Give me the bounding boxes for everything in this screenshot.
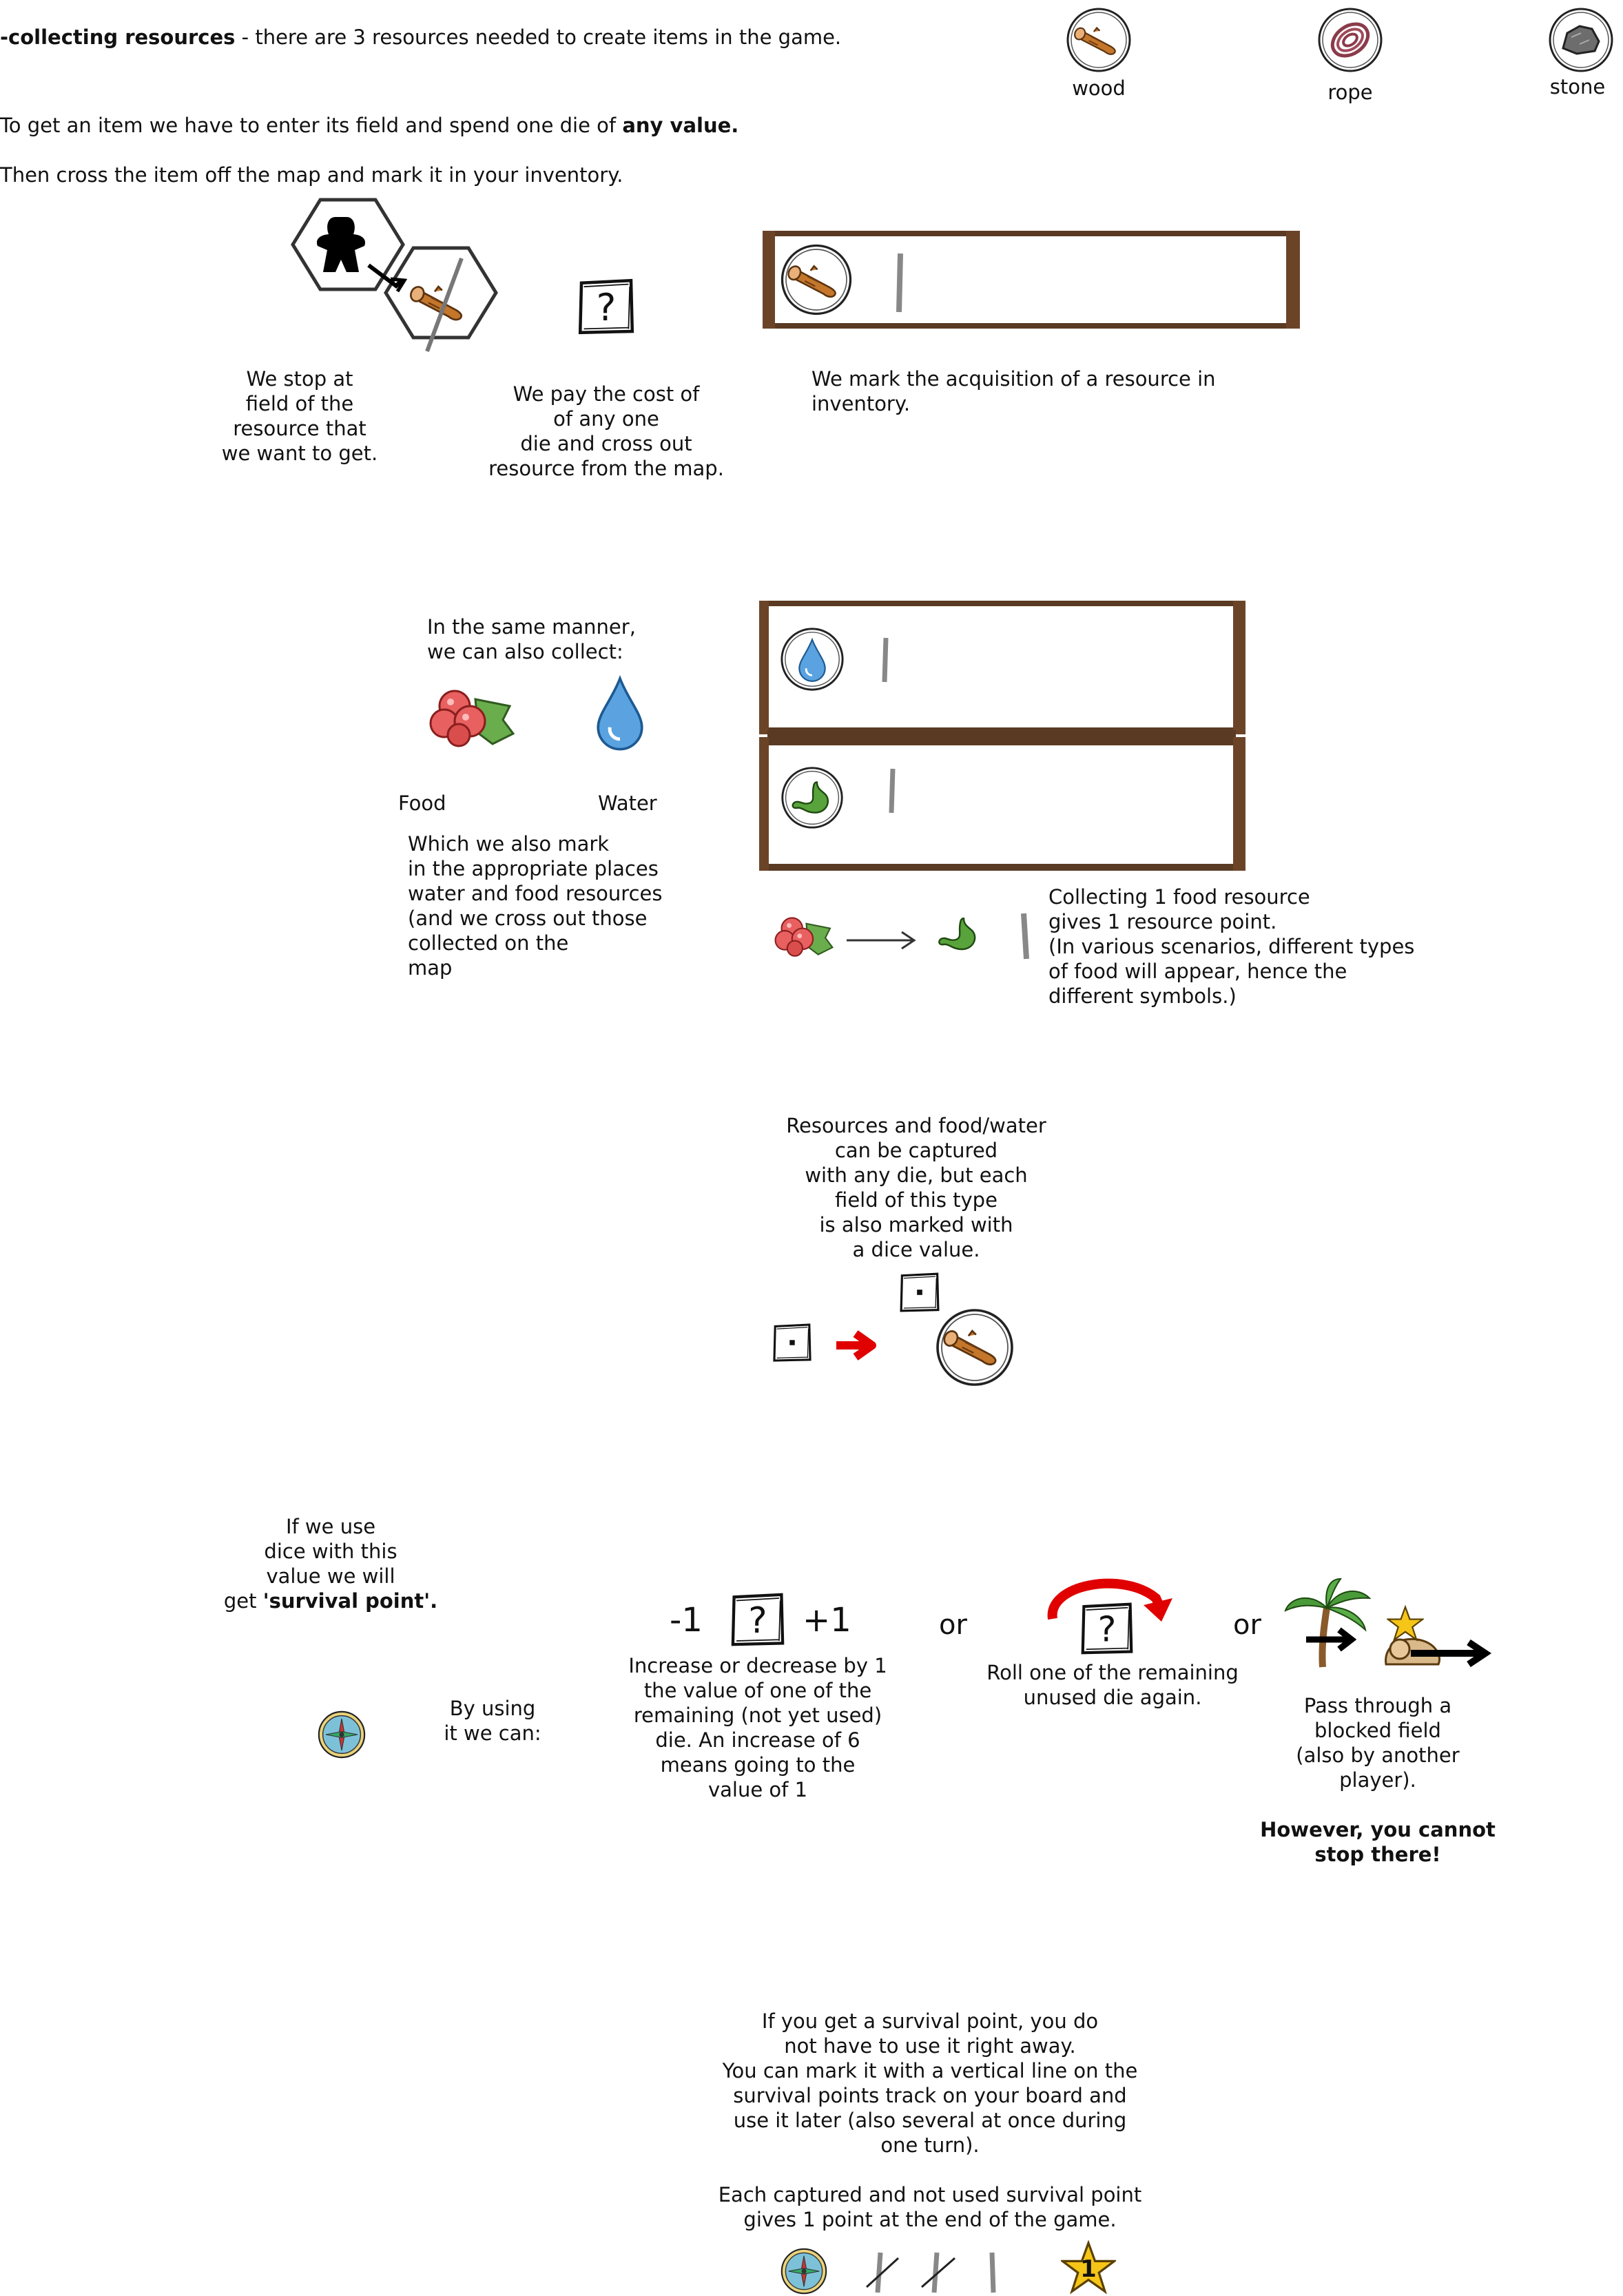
stomach-icon	[935, 915, 983, 955]
intro-line-1: -collecting resources - there are 3 reso…	[0, 25, 1033, 50]
option-pass-warning: However, you cannot stop there!	[1260, 1818, 1496, 1866]
meeple-icon	[316, 217, 366, 272]
option-pass-text: Pass through a blocked field (also by an…	[1233, 1668, 1522, 1892]
resource-label-wood: wood	[1072, 76, 1126, 100]
pass-arrow	[1411, 1639, 1492, 1668]
convert-arrow	[847, 931, 916, 950]
survival-track-marks	[865, 2252, 996, 2293]
die-any-value-icon	[723, 1590, 792, 1649]
die-one-icon	[768, 1321, 816, 1364]
pass-arrow	[1306, 1627, 1357, 1652]
tally-mark	[896, 253, 903, 313]
resource-wood: wood	[1061, 6, 1137, 109]
option-pass-body: Pass through a blocked field (also by an…	[1296, 1694, 1460, 1792]
water-drop-icon	[589, 675, 651, 751]
step-pay-text: We pay the cost of of any one die and cr…	[488, 382, 724, 480]
intro-line-2-bold: any value.	[622, 114, 739, 137]
food-berries-icon	[427, 679, 517, 754]
dice-value-text: Resources and food/water can be captured…	[786, 1114, 1046, 1261]
tally-mark	[882, 637, 889, 683]
food-berries-icon	[773, 909, 835, 962]
food-water-intro: In the same manner, we can also collect:	[427, 615, 636, 663]
minus-one-label: -1	[670, 1601, 703, 1640]
food-label: Food	[398, 792, 446, 815]
star-value: 1	[1080, 2255, 1097, 2283]
or-label: or	[1233, 1609, 1261, 1641]
survival-intro: If we use dice with this value we will g…	[207, 1514, 455, 1613]
water-badge-icon	[782, 629, 842, 690]
red-arrow-icon	[836, 1330, 876, 1361]
food-water-mark-text: Which we also mark in the appropriate pl…	[408, 832, 663, 980]
step-mark-text: We mark the acquisition of a resource in…	[812, 367, 1216, 415]
survival-footer-text: If you get a survival point, you do not …	[718, 2009, 1142, 2231]
resource-label-stone: stone	[1549, 75, 1606, 99]
hex-fields-diagram	[291, 198, 498, 353]
intro-text: -collecting resources - there are 3 reso…	[0, 0, 1033, 212]
pass-blocked-field-diagram	[1284, 1578, 1492, 1668]
move-arrow	[367, 263, 404, 289]
star-point-badge: 1	[1055, 2240, 1124, 2295]
rope-coil-icon	[1316, 6, 1385, 74]
intro-line-2: To get an item we have to enter its fiel…	[0, 113, 1033, 138]
water-label: Water	[598, 792, 657, 815]
resource-label-rope: rope	[1327, 81, 1373, 104]
wood-log-icon	[1064, 6, 1133, 74]
resource-stone: stone	[1547, 6, 1622, 109]
tally-mark	[1021, 913, 1029, 960]
palm-tree-icon	[1284, 1578, 1372, 1668]
hex-field-resource	[384, 246, 498, 340]
section-title-rest: - there are 3 resources needed to create…	[235, 25, 842, 49]
intro-line-3: Then cross the item off the map and mark…	[0, 163, 623, 187]
step-stop-text: We stop at field of the resource that we…	[221, 367, 378, 465]
wood-badge-icon	[783, 246, 851, 314]
plus-one-label: +1	[803, 1601, 851, 1640]
survival-point-term: 'survival point'.	[262, 1589, 438, 1613]
intro-line-2-text: To get an item we have to enter its fiel…	[0, 114, 623, 137]
stomach-badge-icon	[783, 768, 842, 827]
food-point-note: Collecting 1 food resource gives 1 resou…	[1048, 885, 1415, 1008]
or-label: or	[939, 1609, 967, 1641]
by-using-text: By using it we can:	[444, 1697, 541, 1745]
die-any-value-icon	[572, 276, 641, 338]
option-reroll-text: Roll one of the remaining unused die aga…	[986, 1661, 1239, 1709]
compass-icon	[309, 1710, 375, 1759]
survival-intro-text: If we use dice with this value we will g…	[223, 1515, 397, 1613]
stone-icon	[1547, 6, 1615, 74]
resource-rope: rope	[1316, 6, 1392, 109]
reroll-die-icon	[1047, 1578, 1172, 1667]
section-title: -collecting resources	[0, 25, 236, 49]
inventory-tracks-food-water	[759, 601, 1245, 871]
compass-icon	[773, 2247, 835, 2295]
tally-mark	[889, 768, 896, 814]
option-adjust-die-text: Increase or decrease by 1 the value of o…	[628, 1654, 887, 1801]
cross-out-line	[425, 257, 464, 353]
wood-badge-icon	[923, 1306, 1026, 1389]
inventory-track-wood	[763, 231, 1300, 329]
